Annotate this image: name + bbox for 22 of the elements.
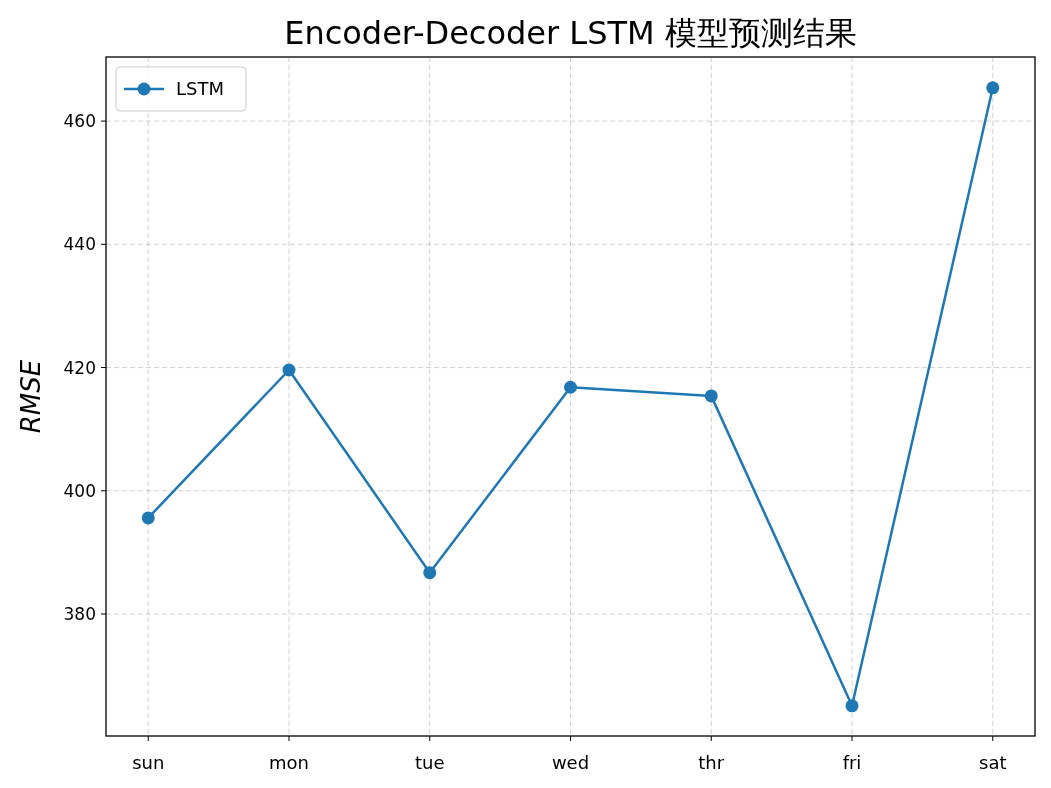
x-tick-label: thr [698,752,725,773]
x-tick-label: mon [269,752,309,773]
y-axis-title: RMSE [16,359,46,434]
x-tick-label: tue [414,752,445,773]
x-tick-label: sun [132,752,165,773]
point [564,380,577,394]
y-tick-label: 380 [63,604,96,624]
x-tick-label: fri [842,752,862,773]
point [282,363,296,377]
point [423,566,437,580]
chart-title: Encoder-Decoder LSTM 模型预测结果 [284,14,857,52]
y-tick-label: 420 [63,357,96,378]
point [845,699,859,713]
legend-label: LSTM [176,78,224,99]
x-tick-label: wed [551,752,590,773]
y-tick-label: 460 [63,111,96,132]
y-tick-label: 440 [63,234,96,255]
point [986,81,1000,95]
y-tick-label: 400 [63,480,96,501]
point [704,389,718,403]
x-tick-label: sat [979,752,1007,773]
point [141,511,155,525]
